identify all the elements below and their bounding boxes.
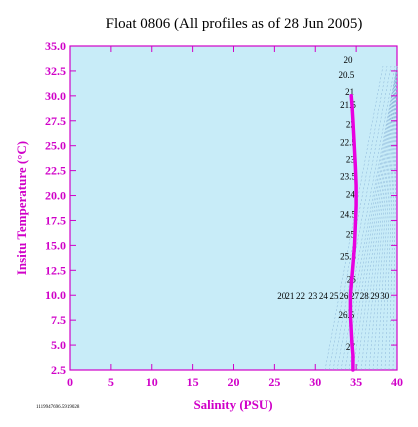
density-contour [368,65,398,371]
density-label: 23.5 [340,172,356,182]
density-contour [360,65,398,371]
y-tick-label: 15.0 [45,238,66,252]
density-labels: 20 20.5 21 21.5 22 22.5 23 23.5 24 24.5 25 25.5 26 26… [338,55,356,352]
density-contour [364,65,398,371]
density-contours [324,65,398,371]
x-tick-label: 35 [350,375,362,389]
density-contour [380,65,398,371]
x-tick-label: 30 [309,375,321,389]
density-row-label: 29 [370,291,380,301]
density-label: 25 [346,229,356,239]
y-tick-label: 10.0 [45,288,66,302]
y-tick-label: 2.5 [51,363,66,377]
x-tick-label: 10 [146,375,158,389]
density-row-labels: 20 21 22 23 24 25 26 27 28 29 30 [277,291,390,301]
density-label: 23 [346,155,356,165]
x-axis-label: Salinity (PSU) [193,397,272,412]
density-row-label: 26 [339,291,349,301]
density-contour [372,65,398,371]
y-tick-label: 25.0 [45,139,66,153]
density-contour [328,65,388,371]
density-label: 26.5 [338,310,354,320]
density-contour [348,65,398,371]
density-label: 22 [346,120,355,130]
density-row-label: 21 [285,291,294,301]
y-tick-label: 12.5 [45,263,66,277]
density-contour [332,65,392,371]
density-row-label: 23 [308,291,318,301]
x-axis-ticks: 0 5 10 15 20 25 30 35 40 [67,46,403,389]
density-contour [384,65,398,371]
y-tick-label: 7.5 [51,313,66,327]
y-tick-label: 35.0 [45,39,66,53]
y-tick-label: 30.0 [45,89,66,103]
x-tick-label: 0 [67,375,73,389]
y-axis-label: Insitu Temperature (°C) [14,141,29,275]
density-row-label: 30 [380,291,390,301]
y-tick-label: 5.0 [51,338,66,352]
density-contour [352,65,398,371]
density-label: 24 [346,190,356,200]
density-contour [324,65,384,371]
density-contour [392,65,398,371]
footnote: 1119947696.5919028 [36,405,80,410]
chart-title: Float 0806 (All profiles as of 28 Jun 20… [106,16,363,32]
density-row-label: 22 [296,291,305,301]
x-tick-label: 25 [268,375,280,389]
y-tick-label: 32.5 [45,64,66,78]
density-contour [336,65,396,371]
density-row-label: 28 [360,291,370,301]
y-tick-label: 27.5 [45,114,66,128]
density-label: 21 [345,87,354,97]
density-row-label: 24 [319,291,329,301]
x-tick-label: 20 [228,375,240,389]
plot-area [69,45,398,371]
y-tick-label: 22.5 [45,164,66,178]
density-row-label: 20 [277,291,287,301]
y-tick-label: 20.0 [45,189,66,203]
density-label: 21.5 [340,100,356,110]
profile-line [348,94,358,372]
density-contour [376,65,398,371]
density-label: 20 [343,55,353,65]
density-label: 24.5 [340,209,356,219]
density-label: 22.5 [340,138,356,148]
x-tick-label: 15 [187,375,199,389]
x-tick-label: 40 [391,375,403,389]
y-tick-label: 17.5 [45,213,66,227]
density-contour [344,65,398,371]
density-contour [340,65,398,371]
density-row-label: 27 [350,291,360,301]
x-tick-label: 5 [108,375,114,389]
density-row-label: 25 [330,291,340,301]
density-label: 20.5 [338,70,354,80]
density-label: 25.5 [340,251,356,261]
y-axis-ticks: 2.5 5.0 7.5 10.0 12.5 15.0 17.5 20.0 22.5 25.0 27.… [45,39,397,377]
density-contour [388,65,398,371]
density-contour [356,65,398,371]
